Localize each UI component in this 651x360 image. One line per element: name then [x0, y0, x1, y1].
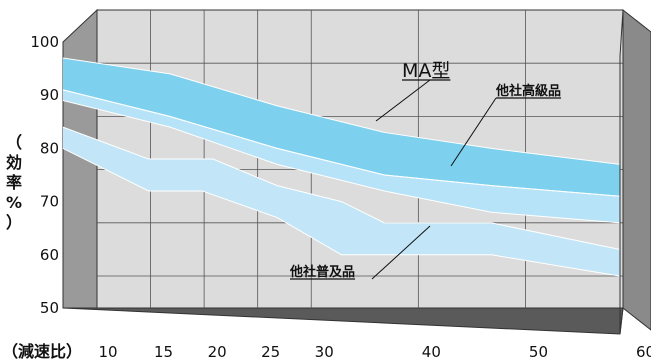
x-tick-label: 40 [422, 343, 441, 360]
x-tick-label: 60 [636, 343, 651, 360]
x-tick-label: 25 [261, 343, 280, 360]
y-axis-label-char: ） [6, 213, 22, 232]
series-label-3: 他社普及品 [289, 264, 355, 280]
y-axis-label-char: % [6, 193, 22, 212]
x-tick-label: 10 [98, 343, 117, 360]
band-3-lower-edge [62, 147, 621, 277]
right-wall [622, 8, 651, 331]
x-tick-label: 50 [529, 343, 548, 360]
y-tick-label: 80 [40, 139, 59, 157]
band-3-upper-edge [62, 126, 621, 250]
x-tick-label: 15 [154, 343, 173, 360]
series-label-2: 他社高級品 [495, 83, 561, 99]
series-leader-line [375, 79, 431, 122]
y-tick-label: 50 [40, 299, 59, 317]
band-2 [63, 89, 620, 223]
series-leader-line [371, 225, 431, 280]
series-leader-line [450, 97, 497, 167]
y-axis-label-char: 率 [6, 173, 22, 192]
x-axis-label: （減速比） [2, 342, 82, 360]
y-tick-label: 100 [30, 33, 59, 51]
floor [62, 307, 624, 335]
y-tick-label: 70 [40, 193, 59, 211]
y-tick-label: 60 [40, 246, 59, 264]
band-2-lower-edge [62, 100, 621, 224]
right-edge [619, 9, 624, 335]
x-tick-label: 20 [208, 343, 227, 360]
y-axis-label-char: 効 [6, 153, 22, 172]
band-1 [63, 57, 620, 197]
y-tick-label: 90 [40, 86, 59, 104]
series-label-1: MA型 [402, 60, 450, 82]
band-2-upper-edge [62, 89, 621, 197]
x-tick-label: 30 [315, 343, 334, 360]
band-1-upper-edge [62, 57, 621, 165]
y-axis-label-char: （ [6, 133, 22, 152]
